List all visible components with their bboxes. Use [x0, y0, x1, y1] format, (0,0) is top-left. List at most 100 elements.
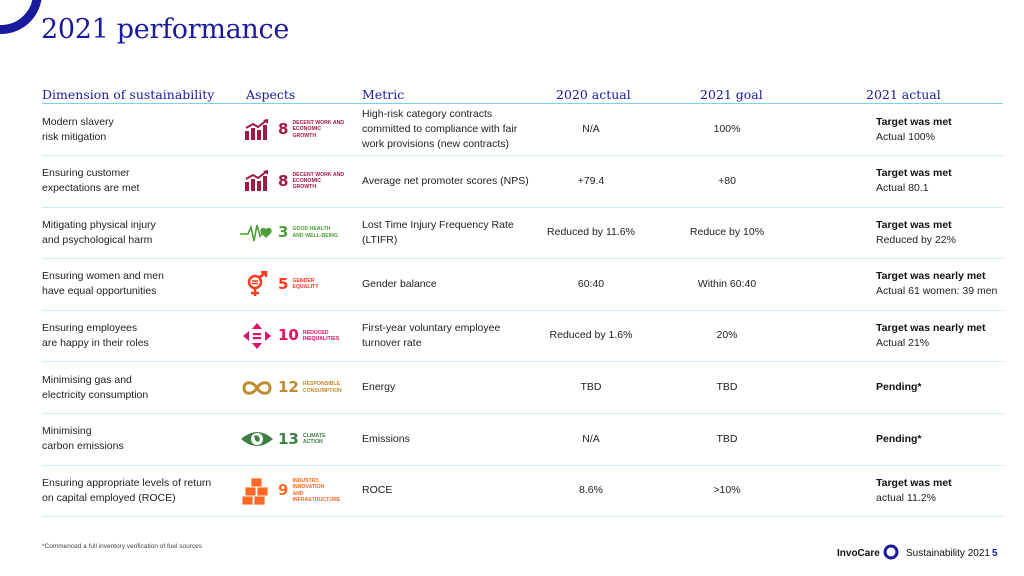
target-status: Target was nearly met [876, 270, 986, 283]
goal-2021-value: TBD [716, 381, 738, 393]
footnote: *Commenced a full inventory verification… [42, 543, 203, 550]
metric-cell: ROCE [362, 465, 537, 516]
sdg-label-line-1: REDUCED [302, 329, 329, 336]
sdg-label: INDUSTRY, INNOVATION AND INFRASTRUCTURE [292, 478, 344, 503]
goal-2021-cell: +80 [670, 156, 784, 207]
aspect-cell: 8 DECENT WORK AND ECONOMIC GROWTH [240, 104, 350, 155]
table-row: Minimising gas and electricity consumptio… [42, 362, 1003, 414]
actual-2021-detail: Actual 80.1 [876, 182, 929, 195]
sdg-number: 5 [278, 274, 289, 293]
actual-2020-cell: Reduced by 11.6% [532, 207, 650, 258]
actual-2020-value: N/A [582, 432, 600, 445]
actual-2021-cell: Target was met actual 11.2% [876, 465, 1003, 516]
actual-2021-detail: Actual 61 women: 39 men [876, 285, 998, 298]
metric-text: High-risk category contracts committed t… [362, 108, 518, 150]
equality-arrows-icon [240, 322, 274, 349]
header-dimension: Dimension of sustainability [42, 87, 215, 102]
aspect-cell: 12 RESPONSIBLE CONSUMPTION [240, 362, 350, 413]
sdg-number: 8 [278, 120, 289, 138]
actual-2021-cell: Target was nearly met Actual 21% [876, 310, 1003, 361]
goal-2021-cell: Within 60:40 [670, 259, 784, 310]
dimension-cell: Modern slavery risk mitigation [42, 104, 232, 155]
actual-2021-detail: Actual 100% [876, 130, 935, 143]
sdg-number: 3 [278, 223, 289, 242]
dimension-cell: Ensuring appropriate levels of return on … [42, 465, 232, 516]
dimension-line-2: on capital employed (ROCE) [42, 491, 176, 504]
sdg-label-line-2: AND WELL-BEING [292, 232, 338, 239]
dimension-line-1: Minimising [42, 425, 92, 438]
actual-2021-detail: Actual 21% [876, 336, 930, 349]
sdg-label: DECENT WORK AND ECONOMIC GROWTH [292, 172, 344, 191]
sdg-label-line-1: DECENT WORK AND [292, 171, 345, 178]
sdg-label-line-2: ECONOMIC GROWTH [292, 126, 321, 139]
actual-2020-cell: 60:40 [532, 259, 650, 310]
goal-2021-cell: TBD [670, 414, 784, 465]
sdg-label-line-1: GENDER [292, 278, 315, 285]
aspect-cell: 3 GOOD HEALTH AND WELL-BEING [240, 207, 350, 258]
actual-2021-detail: Reduced by 22% [876, 233, 956, 246]
dimension-line-1: Ensuring employees [42, 321, 138, 334]
sdg-label-line-2: ECONOMIC GROWTH [292, 177, 321, 191]
metric-cell: Lost Time Injury Frequency Rate (LTIFR) [362, 207, 537, 258]
goal-2021-value: 100% [713, 123, 741, 135]
metric-cell: Emissions [362, 414, 537, 465]
actual-2020-value: N/A [582, 123, 600, 135]
dimension-cell: Minimising gas and electricity consumptio… [42, 362, 232, 413]
goal-2021-value: TBD [716, 432, 738, 445]
target-status: Target was met [876, 218, 952, 231]
actual-2020-value: TBD [580, 381, 602, 393]
goal-2021-value: Reduce by 10% [689, 226, 765, 239]
sdg-label-line-1: RESPONSIBLE [302, 381, 341, 388]
brand-name: InvoCare [837, 548, 880, 559]
footer-label: Sustainability 2021 [906, 548, 990, 559]
page-number: 5 [992, 548, 998, 559]
table-row: Minimising carbon emissions 13 CLIMATE ACTIO… [42, 414, 1003, 466]
sdg-label-line-1: CLIMATE [302, 432, 326, 439]
table-row: Ensuring employees are happy in their rol… [42, 310, 1003, 363]
aspect-cell: 9 INDUSTRY, INNOVATION AND INFRASTRUCTURE [240, 465, 350, 516]
dimension-cell: Ensuring employees are happy in their rol… [42, 310, 232, 361]
sdg-number: 8 [278, 171, 289, 190]
actual-2020-cell: +79.4 [532, 156, 650, 207]
target-status: Target was met [876, 476, 952, 489]
sdg-number: 9 [278, 481, 289, 500]
actual-2021-cell: Pending* [876, 362, 1003, 413]
growth-chart-icon [240, 117, 274, 143]
sdg-label-line-2: AND INFRASTRUCTURE [292, 490, 341, 503]
metric-text: Gender balance [362, 277, 437, 290]
heartbeat-icon [240, 220, 274, 246]
metric-cell: First-year voluntary employee turnover r… [362, 310, 537, 361]
sdg-label-line-2: CONSUMPTION [302, 387, 342, 394]
metric-cell: Gender balance [362, 259, 537, 310]
metric-text: ROCE [362, 484, 393, 497]
metric-text: Average net promoter scores (NPS) [362, 174, 529, 187]
table-row: Ensuring customer expectations are met 8 DE… [42, 156, 1003, 208]
stacked-cubes-icon [240, 477, 274, 505]
sdg-label: RESPONSIBLE CONSUMPTION [303, 381, 355, 393]
goal-2021-cell: 20% [670, 310, 784, 361]
header-aspects: Aspects [246, 87, 296, 102]
actual-2021-detail: actual 11.2% [876, 491, 936, 504]
aspect-cell: 8 DECENT WORK AND ECONOMIC GROWTH [240, 156, 350, 207]
metric-text: Energy [362, 381, 396, 393]
brand-logo-icon [883, 544, 899, 560]
actual-2020-cell: Reduced by 1.6% [532, 310, 650, 361]
dimension-line-2: are happy in their roles [42, 336, 149, 349]
target-status: Pending* [876, 381, 922, 393]
sdg-label-line-2: INEQUALITIES [302, 335, 340, 342]
dimension-line-2: electricity consumption [42, 388, 149, 401]
corner-arc-decoration [0, 0, 42, 34]
metric-text: Emissions [362, 432, 410, 445]
goal-2021-value: Within 60:40 [697, 277, 757, 290]
goal-2021-cell: Reduce by 10% [670, 207, 784, 258]
goal-2021-value: +80 [718, 174, 736, 187]
actual-2021-cell: Target was met Reduced by 22% [876, 207, 1003, 258]
sdg-label: GOOD HEALTH AND WELL-BEING [292, 226, 344, 238]
dimension-line-2: and psychological harm [42, 233, 153, 246]
gender-symbol-icon [240, 271, 274, 297]
sdg-label-line-1: INDUSTRY, INNOVATION [292, 478, 325, 491]
dimension-line-2: expectations are met [42, 182, 140, 195]
dimension-cell: Ensuring women and men have equal opportu… [42, 259, 232, 310]
sdg-label-line-2: EQUALITY [292, 284, 319, 291]
header-2021-actual: 2021 actual [866, 87, 941, 102]
